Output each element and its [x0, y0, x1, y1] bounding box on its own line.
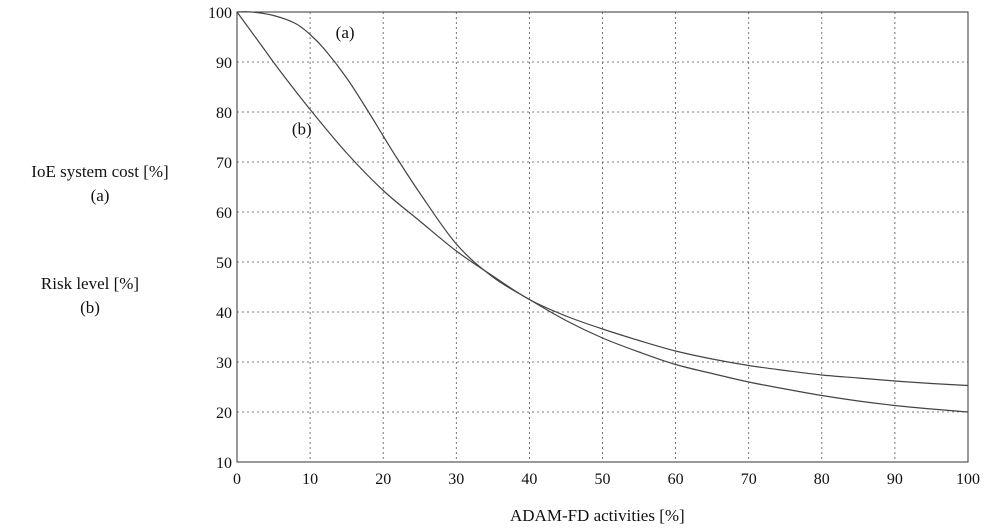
y-tick-label: 60	[216, 205, 232, 222]
plot-frame	[236, 11, 969, 463]
y-tick-label: 90	[216, 55, 232, 72]
y-tick-label: 20	[216, 405, 232, 422]
x-tick-label: 90	[887, 471, 903, 488]
annotation-b: (b)	[292, 120, 312, 139]
y-axis-label-cost-line1: IoE system cost [%]	[31, 162, 169, 181]
y-tick-label: 40	[216, 305, 232, 322]
annotation-a: (a)	[336, 23, 355, 42]
x-tick-label: 100	[956, 471, 980, 488]
series-lines	[236, 11, 969, 413]
x-axis-label: ADAM-FD activities [%]	[510, 506, 685, 525]
series-line-a	[236, 11, 969, 413]
y-axis-label-risk-line1: Risk level [%]	[40, 274, 140, 293]
series-line-b	[236, 11, 969, 387]
x-tick-label: 80	[814, 471, 830, 488]
y-tick-label: 50	[216, 255, 232, 272]
y-tick-label: 70	[216, 155, 232, 172]
series-annotations: (a) (b)	[292, 23, 355, 139]
x-axis-ticks: 0 10 20 30 40 50 60 70 80 90 100	[233, 471, 980, 488]
x-tick-label: 40	[521, 471, 537, 488]
y-axis-ticks: 10 20 30 40 50 60 70 80 90 100	[208, 5, 232, 472]
y-axis-label-cost: IoE system cost [%] (a)	[0, 160, 200, 208]
y-axis-label-risk-line2: (b)	[80, 298, 100, 317]
y-axis-label-risk: Risk level [%] (b)	[0, 272, 180, 320]
x-tick-label: 50	[595, 471, 611, 488]
y-tick-label: 80	[216, 105, 232, 122]
grid-lines	[237, 12, 968, 462]
y-tick-label: 10	[216, 455, 232, 472]
x-tick-label: 30	[448, 471, 464, 488]
x-tick-label: 20	[375, 471, 391, 488]
y-tick-label: 100	[208, 5, 232, 22]
y-tick-label: 30	[216, 355, 232, 372]
y-axis-label-cost-line2: (a)	[90, 186, 110, 205]
x-tick-label: 0	[233, 471, 241, 488]
x-tick-label: 60	[668, 471, 684, 488]
x-tick-label: 70	[741, 471, 757, 488]
x-tick-label: 10	[302, 471, 318, 488]
